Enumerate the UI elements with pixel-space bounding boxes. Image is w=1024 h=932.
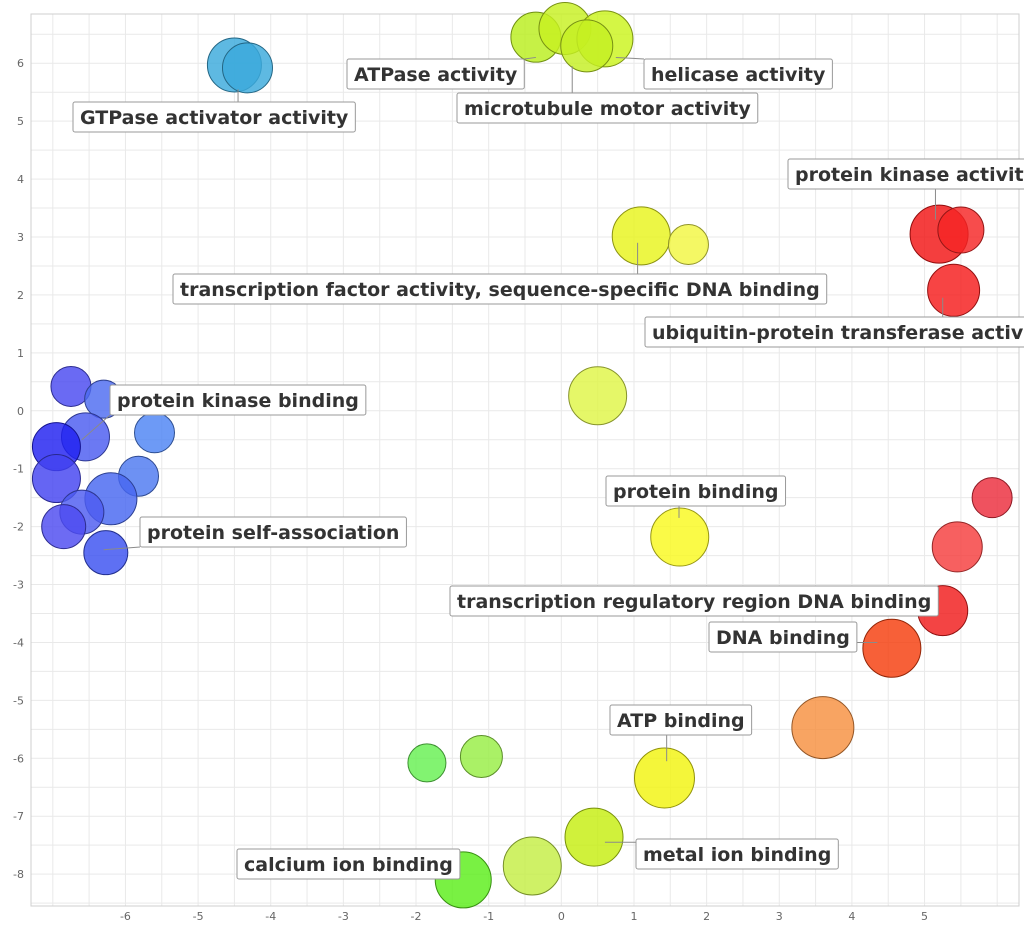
term-label-text: protein kinase activity [795,164,1024,186]
x-tick-label: 1 [630,910,637,923]
x-tick-label: 5 [921,910,928,923]
data-bubble [971,477,1013,519]
x-tick-label: 3 [776,910,783,923]
term-label-text: metal ion binding [643,844,831,866]
leader-line [524,56,536,60]
term-label-box [449,585,939,617]
x-tick-label: 2 [703,910,710,923]
data-bubble [83,530,129,576]
term-label-text: protein self-association [147,522,399,544]
term-label-box [236,848,461,880]
data-bubble [134,412,175,454]
data-bubble [937,206,985,254]
data-bubble [459,735,503,779]
bubbles [31,1,1013,909]
data-bubble [568,366,628,426]
axis-ticks: -6 -5 -4 -3 -2 -1 0 1 2 3 4 5 6 5 4 3 2 1 0 -1 -2 -3 -4 -5 -6 -7 -… [13,57,928,923]
x-tick-label: -4 [265,910,276,923]
term-label-box [644,316,1024,348]
y-tick-label: 3 [17,231,24,244]
y-tick-label: 5 [17,115,24,128]
data-bubble [564,807,624,867]
term-label-text: microtubule motor activity [464,98,751,120]
term-label-box [787,158,1024,190]
grid-lines [31,14,1019,906]
y-tick-label: -3 [13,579,24,592]
y-tick-label: -5 [13,694,24,707]
x-tick-label: -5 [193,910,204,923]
term-label-box [172,273,828,305]
term-label-box [643,58,833,90]
term-label-text: GTPase activator activity [80,107,349,129]
x-tick-label: 4 [848,910,855,923]
y-tick-label: -6 [13,752,24,765]
term-label-text: ATPase activity [354,64,518,86]
term-label-text: DNA binding [716,627,850,649]
term-label-box [72,101,356,133]
y-tick-label: 1 [17,347,24,360]
x-tick-label: -2 [411,910,422,923]
term-label-box [346,58,525,90]
x-tick-label: -3 [338,910,349,923]
y-tick-label: -4 [13,636,24,649]
term-label-box [605,475,787,507]
term-label-box [635,838,839,870]
term-label-text: protein binding [613,481,779,503]
leader-line [81,414,111,441]
data-bubble [502,836,562,896]
y-tick-label: -8 [13,868,24,881]
y-tick-label: 6 [17,57,24,70]
term-label-box [609,704,753,736]
term-label-text: calcium ion binding [244,854,453,876]
y-tick-label: 0 [17,405,24,418]
term-label-text: ubiquitin-protein transferase activity [652,322,1024,344]
y-tick-label: -2 [13,521,24,534]
term-label-text: ATP binding [617,710,745,732]
data-bubble [633,747,695,809]
x-tick-label: 0 [558,910,565,923]
data-bubble [560,19,614,73]
term-label-text: protein kinase binding [117,390,359,412]
data-bubble [221,42,273,94]
data-bubble [41,504,87,550]
data-bubble [611,206,671,266]
y-tick-label: -1 [13,463,24,476]
term-label-box [708,621,858,653]
data-bubble [931,521,983,573]
y-tick-label: 4 [17,173,24,186]
term-label-text: transcription factor activity, sequence-… [180,279,820,301]
y-tick-label: 2 [17,289,24,302]
data-bubble [862,618,922,678]
data-bubble [31,454,81,504]
term-label-box [109,384,367,416]
x-tick-label: -1 [483,910,494,923]
y-tick-label: -7 [13,810,24,823]
leader-line [615,56,645,60]
leader-line [103,546,141,551]
term-label-text: transcription regulatory region DNA bind… [457,591,931,613]
term-label-box [139,516,407,548]
term-label-text: helicase activity [651,64,826,86]
term-label-box [456,92,759,124]
plot-frame [30,13,1020,907]
data-bubble [927,263,981,317]
data-bubble [791,696,855,760]
data-bubble [667,224,709,266]
data-bubble [407,743,447,783]
data-bubble [650,507,710,567]
x-tick-label: -6 [120,910,131,923]
